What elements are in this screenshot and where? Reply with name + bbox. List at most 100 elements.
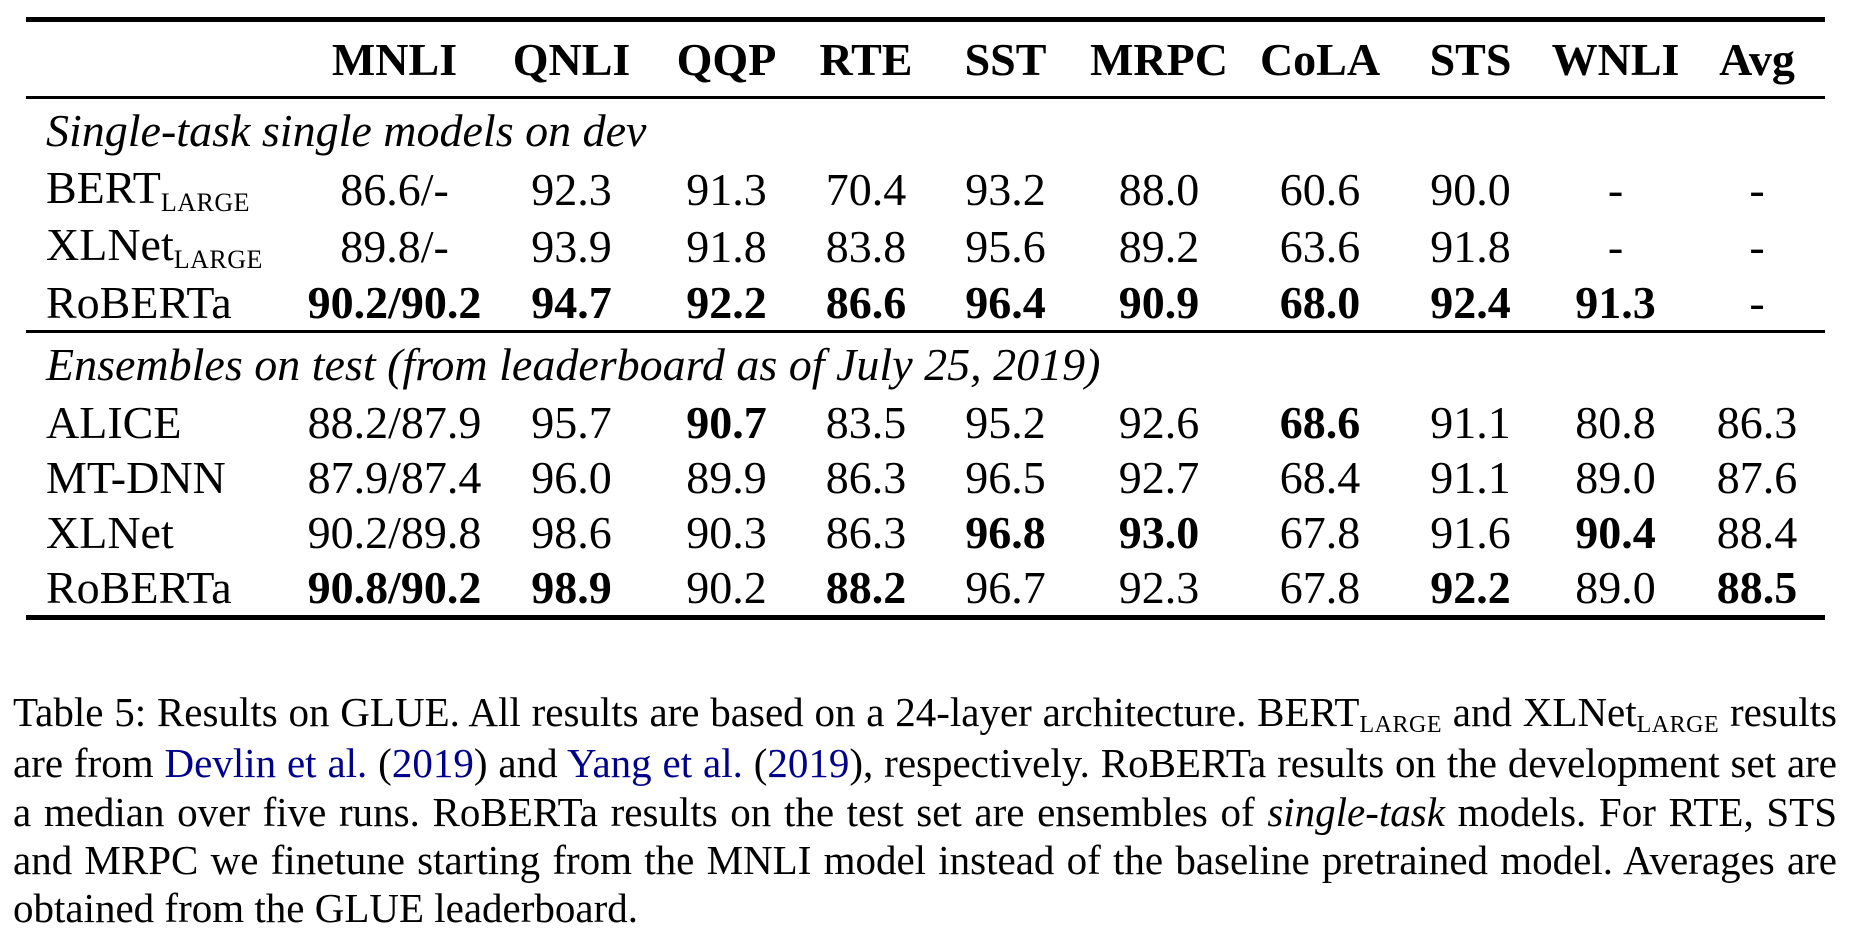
table-cell: 94.7 [531,277,612,328]
glue-results-table: MNLI QNLI QQP RTE SST MRPC CoLA STS WNLI Avg Sing… [26,17,1825,620]
caption-emphasis: single-task [1267,788,1445,835]
column-header-model [26,19,301,99]
model-name-cell: RoBERTa [26,275,301,332]
table-cell: 92.3 [531,164,612,215]
column-header-sts: STS [1399,19,1542,99]
caption-text: Table 5: Results on GLUE. All results ar… [13,689,1360,735]
table-cell: 91.6 [1430,507,1511,558]
table-cell: 96.4 [965,277,1046,328]
table-row: RoBERTa 90.8/90.2 98.9 90.2 88.2 96.7 92.3 67.8… [26,560,1825,618]
model-subscript: LARGE [160,188,250,217]
table-cell: 90.2/89.8 [307,507,482,558]
table-row: BERTLARGE 86.6/- 92.3 91.3 70.4 93.2 88.0 60.6 9… [26,161,1825,218]
table-cell: 92.2 [686,277,767,328]
table-cell: 63.6 [1279,221,1361,272]
table-cell: - [1607,164,1624,215]
table-row: ALICE 88.2/87.9 95.7 90.7 83.5 95.2 92.6 68.6 91… [26,395,1825,450]
column-header-qqp: QQP [655,19,798,99]
model-subscript: LARGE [173,245,263,274]
table-cell: 89.2 [1118,221,1200,272]
caption-text: ( [367,740,392,787]
table-cell: 87.9/87.4 [307,452,482,503]
table-row: XLNet 90.2/89.8 98.6 90.3 86.3 96.8 93.0 67.8 91… [26,505,1825,560]
column-header-qnli: QNLI [488,19,655,99]
table-cell: 96.0 [531,452,612,503]
table-cell: 70.4 [825,164,907,215]
table-header: MNLI QNLI QQP RTE SST MRPC CoLA STS WNLI Avg [26,19,1825,99]
section-header-row: Single-task single models on dev [26,98,1825,162]
table-cell: 91.1 [1430,452,1511,503]
table-cell: - [1607,221,1624,272]
model-name-cell: ALICE [26,395,301,450]
model-name: ALICE [46,397,182,448]
table-cell: 90.8/90.2 [307,562,482,613]
table-cell: 91.1 [1430,397,1511,448]
table-cell: 67.8 [1279,562,1361,613]
table-cell: - [1749,277,1765,328]
table-cell: 86.3 [825,507,907,558]
table-cell: 88.4 [1716,507,1798,558]
table-cell: 68.0 [1279,277,1361,328]
table-cell: 89.9 [686,452,767,503]
table-row: MT-DNN 87.9/87.4 96.0 89.9 86.3 96.5 92.7 68.4 9… [26,450,1825,505]
section-header: Ensembles on test (from leaderboard as o… [26,330,1825,395]
column-header-avg: Avg [1689,19,1825,99]
table-cell: 80.8 [1575,397,1656,448]
column-header-sst: SST [934,19,1077,99]
column-header-rte: RTE [798,19,934,99]
citation-link[interactable]: Yang et al. [566,740,743,787]
model-name: RoBERTa [46,562,232,613]
citation-link[interactable]: Devlin et al. [164,740,368,787]
table-cell: 96.8 [965,507,1046,558]
table-cell: 68.6 [1279,397,1361,448]
table-cell: 95.2 [965,397,1046,448]
table-cell: 86.3 [825,452,907,503]
table-body: Single-task single models on dev BERTLARG… [26,98,1825,618]
column-header-mnli: MNLI [301,19,488,99]
model-name: XLNet [46,507,174,558]
citation-link[interactable]: 2019 [391,740,474,787]
table-cell: 67.8 [1279,507,1361,558]
table-cell: 91.3 [1575,277,1656,328]
table-cell: 86.6/- [340,164,449,215]
table-cell: 92.2 [1430,562,1511,613]
section-header: Single-task single models on dev [46,104,647,156]
subscript-large: LARGE [1636,712,1720,738]
section-header-row: Ensembles on test (from leaderboard as o… [26,330,1825,395]
table-cell: 88.5 [1716,562,1798,613]
column-header-mrpc: MRPC [1077,19,1241,99]
table-cell: 89.0 [1575,452,1656,503]
table-cell: 93.2 [965,164,1046,215]
table-cell: 90.3 [686,507,767,558]
caption-text: and XLNet [1441,689,1637,735]
table-cell: 86.6 [825,277,907,328]
table-cell: 90.4 [1575,507,1656,558]
table-cell: 90.9 [1118,277,1200,328]
table-cell: 83.5 [825,397,907,448]
caption-text: models. For RTE, STS and MRPC we finetun… [13,788,1838,932]
caption-text: ( [742,740,768,787]
citation-link[interactable]: 2019 [767,740,850,787]
table-cell: 90.0 [1430,164,1511,215]
model-name-cell: RoBERTa [26,560,301,618]
table-row: RoBERTa 90.2/90.2 94.7 92.2 86.6 96.4 90.9 68.0… [26,275,1825,332]
table-cell: 92.3 [1118,562,1200,613]
table-cell: 93.0 [1118,507,1200,558]
model-name: MT-DNN [46,452,226,503]
table-cell: 90.7 [686,397,767,448]
table-cell: 92.6 [1118,397,1200,448]
table-cell: 68.4 [1279,452,1361,503]
table-row: XLNetLARGE 89.8/- 93.9 91.8 83.8 95.6 89.2 63.6… [26,218,1825,275]
table-cell: 92.4 [1430,277,1511,328]
table-cell: 89.0 [1575,562,1656,613]
table-cell: 96.7 [965,562,1046,613]
table-cell: 90.2 [686,562,767,613]
table-cell: 98.9 [531,562,612,613]
model-name: XLNet [46,219,174,270]
table-cell: 60.6 [1279,164,1361,215]
model-name-cell: BERTLARGE [26,161,301,218]
model-name: RoBERTa [46,277,232,328]
caption-text: ) and [473,740,567,787]
table-cell: 91.8 [686,221,767,272]
